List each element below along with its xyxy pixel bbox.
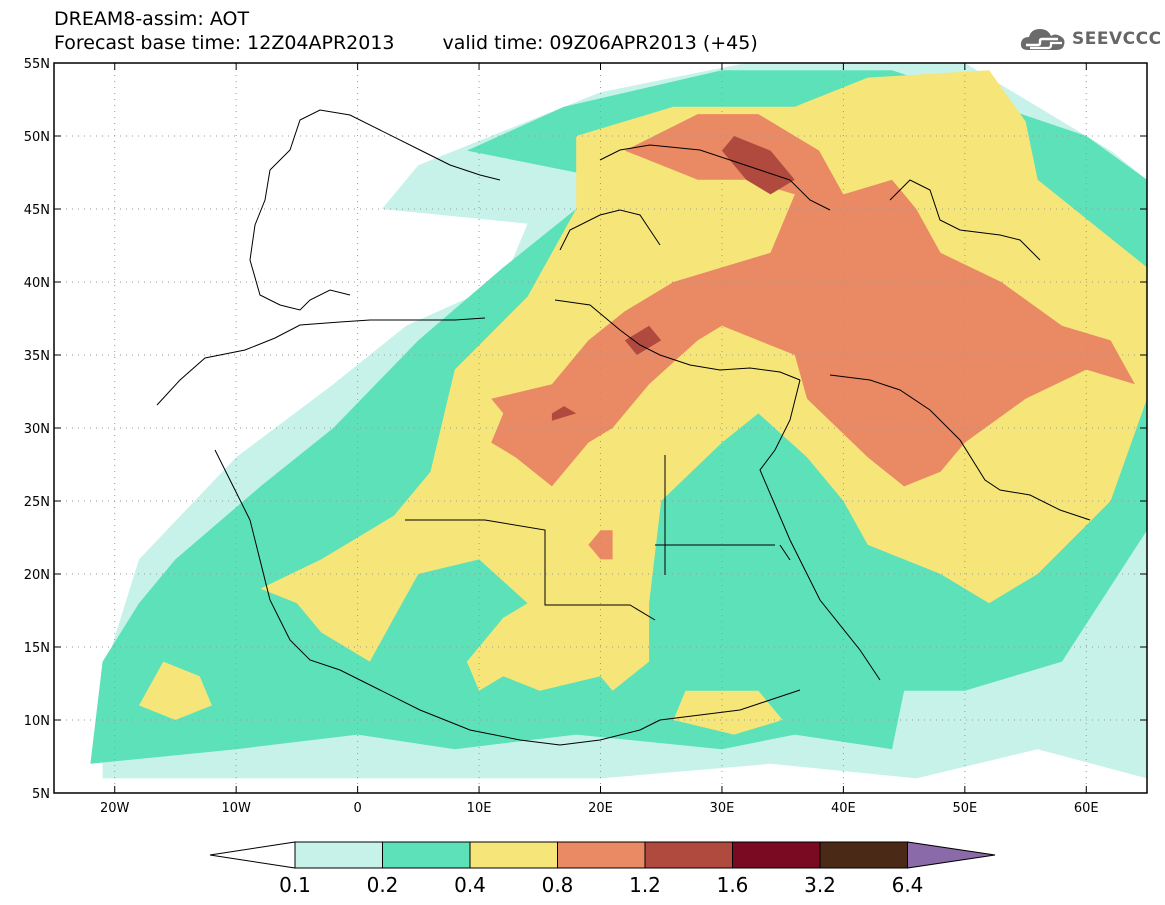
longitude-labels: 20W 10W 0 10E 20E 30E 40E 50E 60E	[100, 801, 1099, 816]
cloud-icon	[1020, 29, 1065, 50]
lat-label-30N: 30N	[24, 422, 50, 437]
aot-0.8-1.2-region-6	[588, 530, 613, 560]
aot-0.8-1.2-region-5	[491, 114, 1135, 487]
lon-label-60E: 60E	[1074, 801, 1099, 816]
lon-label-0: 0	[353, 801, 361, 816]
aot-1.2-1.6-region-8	[624, 325, 662, 355]
map-subtitle: Forecast base time: 12Z04APR2013 valid ti…	[54, 33, 758, 54]
forecast-base-time: Forecast base time: 12Z04APR2013	[54, 32, 395, 54]
aot-regions	[90, 63, 1147, 779]
aot-1.2-1.6-region-7	[721, 136, 795, 195]
lat-label-35N: 35N	[24, 349, 50, 364]
grid-lines	[54, 63, 1147, 793]
lat-label-10N: 10N	[24, 714, 50, 729]
lat-label-45N: 45N	[24, 203, 50, 218]
lon-label-20W: 20W	[100, 801, 130, 816]
aot-1.2-1.6-region-9	[551, 406, 577, 421]
lat-label-25N: 25N	[24, 495, 50, 510]
valid-time: valid time: 09Z06APR2013 (+45)	[442, 32, 758, 54]
lon-label-50E: 50E	[952, 801, 977, 816]
lat-label-55N: 55N	[24, 57, 50, 72]
lon-label-40E: 40E	[831, 801, 856, 816]
lat-label-40N: 40N	[24, 276, 50, 291]
coastlines	[156, 109, 1091, 746]
lon-label-10E: 10E	[467, 801, 492, 816]
lat-label-20N: 20N	[24, 568, 50, 583]
lon-label-30E: 30E	[710, 801, 735, 816]
logo-text: SEEVCCC	[1072, 29, 1162, 49]
lat-label-50N: 50N	[24, 130, 50, 145]
map-title: DREAM8-assim: AOT	[54, 8, 250, 30]
seevccc-logo: SEEVCCC	[1018, 24, 1162, 54]
latitude-labels: 55N 50N 45N 40N 35N 30N 25N 20N 15N 10N 5N	[24, 57, 50, 802]
lat-label-5N: 5N	[32, 787, 50, 802]
aot-0.4-0.8-region-3	[260, 70, 1147, 691]
lat-label-15N: 15N	[24, 641, 50, 656]
lon-label-10W: 10W	[221, 801, 251, 816]
aot-0.4-0.8-region-2	[139, 661, 212, 720]
aot-0.4-0.8-region-4	[673, 690, 783, 735]
lon-label-20E: 20E	[588, 801, 613, 816]
axis-ticks	[54, 62, 1147, 794]
